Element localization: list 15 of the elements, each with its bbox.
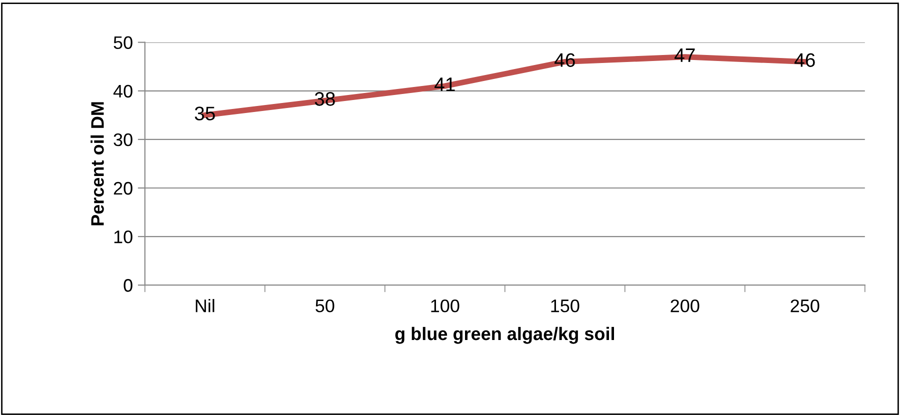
y-axis-title: Percent oil DM (90, 102, 104, 226)
x-tick-label: 250 (790, 299, 820, 312)
y-tick-label: 40 (113, 84, 132, 98)
y-tick-label: 50 (114, 36, 132, 50)
data-label: 35 (194, 106, 215, 120)
y-tick-label: 0 (124, 279, 132, 292)
y-tick-label: 20 (114, 182, 132, 195)
x-tick-label: Nil (196, 298, 214, 312)
x-tick-label: 100 (431, 299, 460, 312)
x-tick-label: 50 (316, 299, 334, 312)
x-axis-title: g blue green algae/kg soil (395, 326, 614, 344)
x-tick-label: 150 (551, 299, 580, 312)
y-tick-label: 10 (114, 230, 132, 244)
y-tick-label: 30 (114, 133, 132, 146)
x-tick-label: 200 (670, 299, 700, 312)
